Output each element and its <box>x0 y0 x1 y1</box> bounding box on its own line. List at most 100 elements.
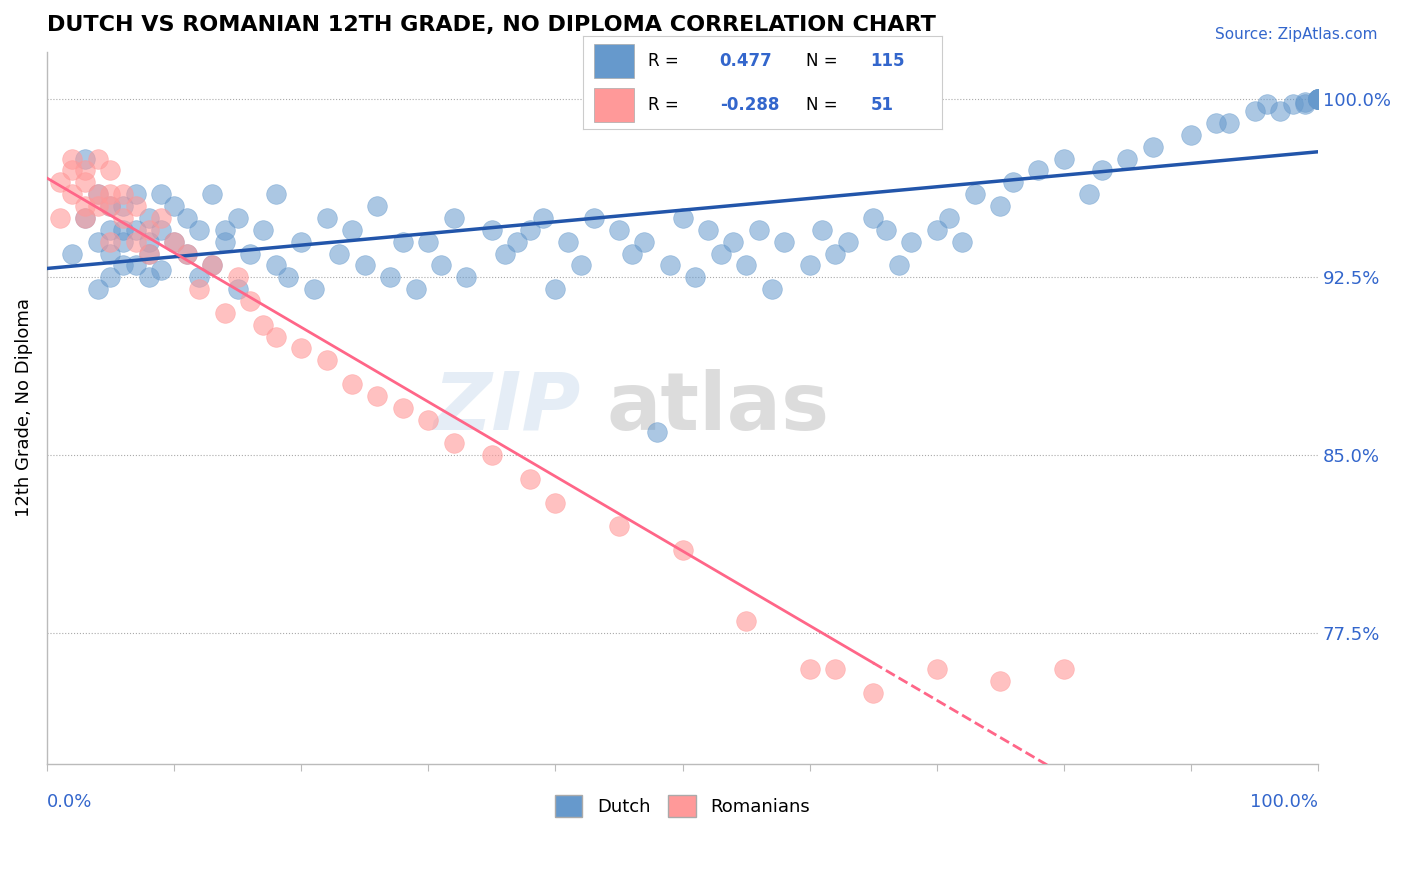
Point <box>671 543 693 558</box>
Point <box>862 685 884 699</box>
Point <box>1180 128 1202 142</box>
Point <box>290 342 312 356</box>
Point <box>112 223 135 237</box>
Point <box>697 223 720 237</box>
Point <box>264 329 287 343</box>
Point <box>176 211 198 225</box>
Point <box>1078 187 1101 202</box>
Point <box>1053 152 1076 166</box>
Text: R =: R = <box>648 96 679 114</box>
Point <box>125 235 148 249</box>
Point <box>112 211 135 225</box>
Point <box>112 259 135 273</box>
Point <box>48 211 70 225</box>
Point <box>1308 92 1330 106</box>
Point <box>239 246 262 260</box>
Text: 51: 51 <box>870 96 893 114</box>
Point <box>163 235 186 249</box>
Point <box>125 259 148 273</box>
Point <box>87 282 110 296</box>
Point <box>87 152 110 166</box>
Point <box>214 235 236 249</box>
Text: atlas: atlas <box>606 368 830 447</box>
Point <box>201 259 224 273</box>
Point <box>87 235 110 249</box>
Point <box>340 377 363 392</box>
Point <box>214 306 236 320</box>
Point <box>366 199 388 213</box>
Point <box>73 199 96 213</box>
Point <box>456 270 478 285</box>
Point <box>100 199 122 213</box>
Point <box>163 235 186 249</box>
Point <box>633 235 655 249</box>
Point <box>214 223 236 237</box>
Point <box>112 235 135 249</box>
FancyBboxPatch shape <box>595 44 634 78</box>
Point <box>315 211 337 225</box>
Point <box>481 223 503 237</box>
Text: 115: 115 <box>870 52 905 70</box>
Point <box>1028 163 1050 178</box>
Point <box>799 662 821 676</box>
Point <box>60 246 83 260</box>
Point <box>353 259 375 273</box>
Point <box>138 211 160 225</box>
Point <box>366 389 388 403</box>
Point <box>1281 97 1303 112</box>
Text: Source: ZipAtlas.com: Source: ZipAtlas.com <box>1215 27 1378 42</box>
Point <box>887 259 910 273</box>
Point <box>290 235 312 249</box>
Point <box>1243 104 1265 119</box>
Point <box>557 235 579 249</box>
Point <box>252 223 274 237</box>
Text: N =: N = <box>806 52 838 70</box>
Point <box>671 211 693 225</box>
Point <box>176 246 198 260</box>
Point <box>1308 92 1330 106</box>
Point <box>100 223 122 237</box>
Point <box>392 235 415 249</box>
Point <box>201 259 224 273</box>
Point <box>100 199 122 213</box>
Legend: Dutch, Romanians: Dutch, Romanians <box>547 786 818 826</box>
Point <box>226 270 249 285</box>
Point <box>938 211 960 225</box>
Point <box>875 223 897 237</box>
Point <box>392 401 415 415</box>
Point <box>112 199 135 213</box>
Point <box>1308 92 1330 106</box>
Point <box>773 235 796 249</box>
Point <box>87 187 110 202</box>
Text: 0.477: 0.477 <box>720 52 772 70</box>
Point <box>176 246 198 260</box>
Point <box>683 270 706 285</box>
Point <box>405 282 427 296</box>
Point <box>1268 104 1291 119</box>
Point <box>1294 97 1316 112</box>
Point <box>506 235 529 249</box>
Point <box>315 353 337 368</box>
Point <box>531 211 554 225</box>
Point <box>340 223 363 237</box>
Point <box>1308 92 1330 106</box>
Point <box>150 263 173 277</box>
Point <box>48 175 70 189</box>
Point <box>748 223 770 237</box>
Point <box>620 246 643 260</box>
Point <box>100 163 122 178</box>
Point <box>264 259 287 273</box>
Point <box>430 259 453 273</box>
Text: R =: R = <box>648 52 679 70</box>
Point <box>582 211 605 225</box>
Point <box>150 211 173 225</box>
Point <box>328 246 350 260</box>
Y-axis label: 12th Grade, No Diploma: 12th Grade, No Diploma <box>15 298 32 517</box>
Point <box>900 235 922 249</box>
Point <box>811 223 834 237</box>
Point <box>1116 152 1139 166</box>
Text: DUTCH VS ROMANIAN 12TH GRADE, NO DIPLOMA CORRELATION CHART: DUTCH VS ROMANIAN 12TH GRADE, NO DIPLOMA… <box>46 15 936 35</box>
Point <box>188 282 211 296</box>
Point <box>302 282 325 296</box>
Point <box>607 223 630 237</box>
